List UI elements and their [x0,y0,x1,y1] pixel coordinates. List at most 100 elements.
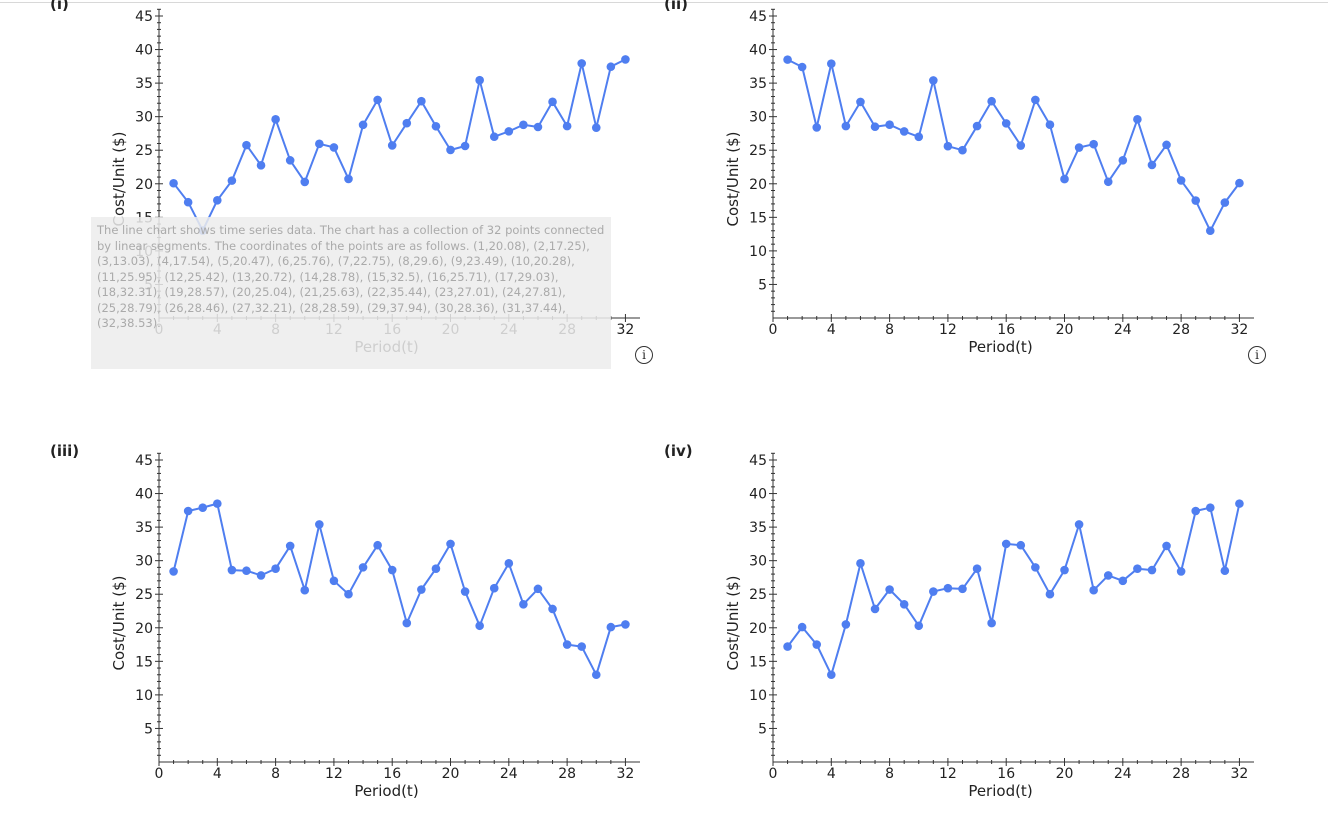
x-tick-label: 12 [325,766,343,782]
y-axis-title: Cost/Unit ($) [724,132,742,227]
info-icon[interactable]: i [635,346,653,364]
y-tick-label: 5 [758,277,767,293]
y-tick-label: 20 [135,621,153,637]
data-point [446,539,455,549]
y-tick-label: 20 [135,177,153,193]
y-tick-label: 30 [135,110,153,126]
x-tick-label: 24 [1114,322,1132,338]
data-point [987,96,996,106]
data-point [870,122,880,132]
line-chart-iii: 5 10 15 20 25 30 35 40 45 0 4 8 12 16 20 24 28 32 Period(t… [110,452,640,800]
x-axis-title: Period(t) [968,338,1032,356]
data-point [227,176,237,185]
data-point [198,503,208,512]
x-tick-label: 32 [1231,322,1249,338]
data-point [914,132,924,142]
data-point [417,96,426,106]
data-point [943,141,953,151]
data-point [621,55,630,64]
y-tick-label: 40 [749,43,767,59]
data-point [1103,571,1113,580]
data-point [885,585,894,594]
x-tick-label: 20 [442,766,460,782]
data-point [460,587,470,596]
panel-label: (i) [50,0,69,13]
data-point [285,541,295,551]
series-line [172,502,626,676]
y-tick-label: 30 [749,110,767,126]
data-point [1016,141,1026,150]
data-point [285,156,295,165]
x-tick-label: 0 [769,322,778,338]
y-tick-label: 15 [749,654,767,670]
data-point [183,506,193,516]
x-tick-label: 0 [155,766,164,782]
data-point [1031,95,1040,105]
x-tick-label: 24 [500,766,518,782]
data-point [885,120,894,130]
data-point [431,564,441,574]
data-point [1103,177,1113,187]
data-point [475,75,484,85]
x-axis-title: Period(t) [354,782,418,800]
data-point [183,197,193,207]
data-point [489,132,499,142]
data-point [1133,564,1142,574]
data-point [1118,576,1128,586]
x-tick-label: 0 [769,766,778,782]
data-point [1045,589,1055,599]
data-point [227,565,237,575]
y-tick-label: 45 [135,9,153,25]
data-point [783,642,792,651]
y-tick-label: 25 [749,587,767,603]
data-point [256,161,266,170]
chart-description-overlay: The line chart shows time series data. T… [91,217,611,369]
data-point [606,622,616,632]
y-tick-label: 10 [749,244,767,260]
data-point [1001,119,1011,128]
data-point [841,620,851,629]
x-tick-label: 32 [617,322,635,338]
y-tick-label: 5 [144,721,153,737]
y-tick-label: 25 [749,143,767,159]
data-point [1089,585,1098,595]
data-point [1031,563,1040,572]
y-tick-label: 20 [749,177,767,193]
y-tick-label: 35 [749,76,767,92]
data-point [548,604,557,614]
data-point [1133,115,1142,124]
data-point [169,567,178,576]
data-point [797,62,807,72]
y-tick-label: 35 [135,76,153,92]
line-chart-iv: 5 10 15 20 25 30 35 40 45 0 4 8 12 16 20 24 28 32 Period(t… [724,452,1254,800]
data-point [358,120,368,130]
data-point [1191,506,1200,516]
data-point [417,585,426,594]
x-tick-label: 28 [1172,766,1190,782]
data-point [519,599,528,609]
data-point [943,583,953,593]
data-point [1235,178,1244,188]
chart-panel-ii: (ii) 5 10 15 20 25 30 35 40 45 0 4 8 12 16 20 24 28 32 Per… [614,0,1266,380]
data-point [387,565,397,575]
info-icon[interactable]: i [1248,346,1266,364]
data-point [972,121,982,131]
data-point [213,499,222,508]
y-tick-label: 15 [135,654,153,670]
data-point [1118,155,1128,165]
data-point [402,618,412,628]
x-tick-label: 8 [271,766,280,782]
y-tick-label: 10 [749,688,767,704]
data-point [387,141,397,150]
data-point [402,118,412,128]
y-tick-label: 20 [749,621,767,637]
panel-label: (iii) [50,442,80,460]
data-point [856,97,865,107]
data-point [1162,541,1171,551]
data-point [899,599,909,609]
data-point [213,195,222,205]
data-point [475,621,484,631]
data-point [1060,174,1069,184]
data-point [169,178,178,188]
data-point [358,563,368,572]
